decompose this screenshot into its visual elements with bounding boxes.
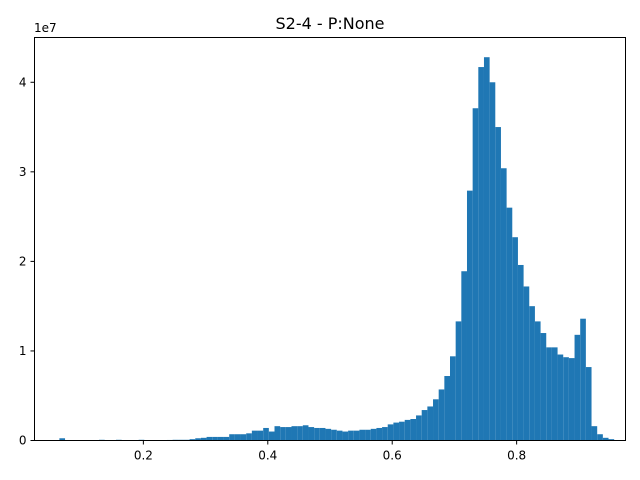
histogram-bar	[229, 434, 235, 441]
y-axis-offset-label: 1e7	[34, 21, 57, 35]
histogram-bar	[466, 190, 473, 441]
x-tick-label: 0.8	[507, 449, 526, 463]
histogram-bar	[580, 318, 586, 441]
histogram-bar	[246, 433, 252, 441]
histogram-bar	[257, 430, 264, 441]
histogram-bar	[325, 428, 332, 441]
histogram-bar	[251, 430, 258, 441]
plot-area-frame	[34, 37, 626, 441]
histogram-bar	[365, 429, 371, 441]
histogram-bar	[359, 429, 366, 441]
histogram-bar	[455, 321, 462, 441]
histogram-bar	[370, 428, 377, 441]
x-tick-label: 0.2	[134, 449, 153, 463]
histogram-bar	[472, 108, 479, 441]
histogram-bar	[336, 430, 343, 441]
histogram-bar	[319, 427, 326, 441]
histogram-bar	[450, 356, 456, 441]
histogram-bar	[602, 437, 609, 441]
histogram-bar	[591, 426, 598, 441]
histogram-bar	[478, 67, 484, 441]
histogram-bar	[217, 436, 224, 441]
histogram-bar	[212, 436, 218, 441]
y-tick-label: 4	[19, 75, 27, 89]
histogram-bar	[410, 419, 417, 441]
histogram-bar	[540, 333, 547, 441]
histogram-bar	[297, 426, 303, 441]
histogram-bar	[234, 434, 241, 441]
y-tick-label: 2	[19, 254, 27, 268]
histogram-bar	[557, 354, 564, 441]
histogram-bar	[285, 427, 292, 441]
histogram-bar	[268, 431, 275, 441]
histogram-bar	[399, 421, 405, 441]
x-tick-label: 0.4	[258, 449, 277, 463]
histogram-bar	[421, 410, 428, 441]
y-axis-ticks: 0 1 2 3 4	[19, 75, 35, 448]
histogram-bar	[534, 321, 541, 441]
histogram-bar	[416, 415, 422, 441]
histogram-bar	[308, 427, 315, 441]
histogram-bar	[200, 437, 207, 441]
histogram-bar	[387, 424, 394, 441]
histogram-bars	[59, 57, 620, 441]
histogram-bar	[314, 427, 320, 441]
histogram-bar	[353, 430, 360, 441]
histogram-bar	[444, 376, 451, 441]
histogram-bar	[523, 286, 530, 441]
histogram-bar	[223, 436, 230, 441]
histogram-bar	[546, 347, 552, 441]
histogram-bar	[433, 399, 439, 441]
histogram-bar	[404, 419, 411, 441]
histogram-bar	[274, 426, 281, 441]
histogram-bar	[438, 389, 445, 441]
x-tick-label: 0.6	[383, 449, 402, 463]
histogram-bar	[495, 127, 501, 441]
histogram-bar	[608, 439, 615, 441]
histogram-bar	[348, 430, 354, 441]
histogram-bar	[427, 406, 434, 441]
histogram-bar	[280, 427, 286, 441]
histogram-bar	[189, 439, 196, 441]
histogram-bar	[393, 422, 400, 441]
histogram-bar	[461, 271, 467, 441]
chart-title: S2-4 - P:None	[275, 14, 384, 33]
histogram-bar	[331, 429, 337, 441]
histogram-bar	[506, 207, 513, 441]
histogram-bar	[568, 358, 575, 441]
histogram-bar	[342, 431, 349, 441]
y-tick-label: 0	[19, 434, 27, 448]
histogram-bar	[585, 367, 592, 441]
histogram-bar	[500, 168, 507, 441]
histogram-bar	[240, 434, 247, 441]
histogram-bar	[517, 264, 524, 441]
histogram-bar	[489, 82, 496, 441]
histogram-bar	[195, 438, 201, 441]
histogram-bar	[529, 306, 535, 441]
histogram-bar	[597, 434, 603, 441]
histogram-bar	[263, 427, 269, 441]
histogram-bar	[206, 436, 213, 441]
y-tick-label: 3	[19, 165, 27, 179]
histogram-bar	[59, 438, 66, 441]
histogram-bar	[483, 57, 490, 441]
histogram-bar	[574, 334, 581, 441]
histogram-bar	[563, 357, 569, 441]
histogram-bar	[512, 237, 518, 441]
y-tick-label: 1	[19, 344, 27, 358]
histogram-bar	[302, 425, 309, 441]
histogram-bar	[376, 427, 383, 441]
histogram-bar	[291, 426, 298, 441]
x-axis-ticks: 0.2 0.4 0.6 0.8	[134, 440, 526, 463]
histogram-bar	[551, 347, 558, 441]
histogram-bar	[382, 427, 388, 441]
